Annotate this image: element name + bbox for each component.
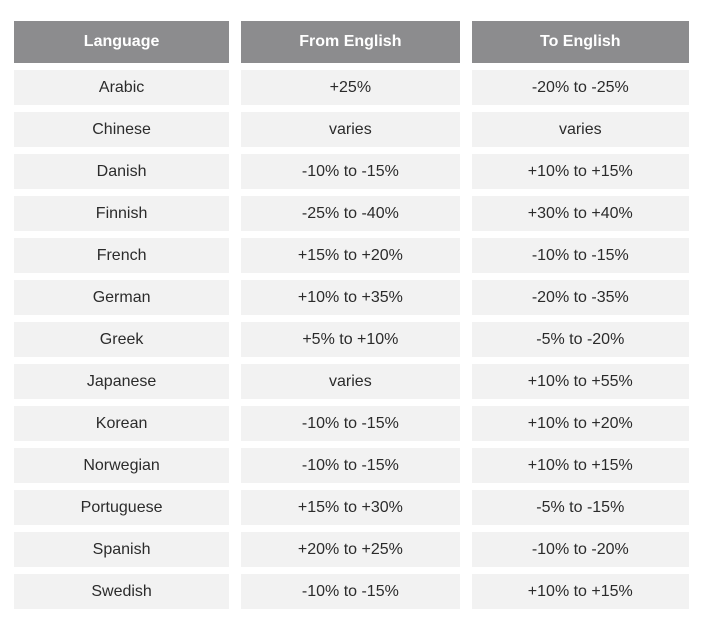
table-row: German +10% to +35% -20% to -35% — [14, 280, 689, 315]
table-row: Danish -10% to -15% +10% to +15% — [14, 154, 689, 189]
cell-language: Greek — [14, 322, 230, 357]
cell-from-english: -10% to -15% — [241, 448, 460, 483]
table-body: Arabic +25% -20% to -25% Chinese varies varie… — [14, 70, 689, 609]
table-row: Chinese varies varies — [14, 112, 689, 147]
cell-language: Arabic — [14, 70, 230, 105]
language-expansion-table: Language From English To English Arabic +… — [2, 14, 701, 616]
cell-to-english: -5% to -15% — [471, 490, 689, 525]
cell-from-english: +5% to +10% — [241, 322, 460, 357]
cell-to-english: +30% to +40% — [471, 196, 689, 231]
cell-language: Japanese — [14, 364, 230, 399]
cell-from-english: varies — [241, 364, 460, 399]
table-row: Arabic +25% -20% to -25% — [14, 70, 689, 105]
cell-to-english: -20% to -25% — [471, 70, 689, 105]
cell-to-english: +10% to +55% — [471, 364, 689, 399]
header-language: Language — [14, 21, 230, 63]
table-row: Japanese varies +10% to +55% — [14, 364, 689, 399]
cell-language: Swedish — [14, 574, 230, 609]
table-row: Finnish -25% to -40% +30% to +40% — [14, 196, 689, 231]
table-header: Language From English To English — [14, 21, 689, 63]
cell-from-english: varies — [241, 112, 460, 147]
header-row: Language From English To English — [14, 21, 689, 63]
header-to-english: To English — [471, 21, 689, 63]
cell-language: Chinese — [14, 112, 230, 147]
cell-language: Portuguese — [14, 490, 230, 525]
cell-from-english: +20% to +25% — [241, 532, 460, 567]
cell-language: Danish — [14, 154, 230, 189]
cell-language: Finnish — [14, 196, 230, 231]
cell-from-english: +15% to +20% — [241, 238, 460, 273]
table-row: Korean -10% to -15% +10% to +20% — [14, 406, 689, 441]
cell-from-english: -10% to -15% — [241, 406, 460, 441]
cell-language: Norwegian — [14, 448, 230, 483]
cell-language: French — [14, 238, 230, 273]
cell-to-english: -5% to -20% — [471, 322, 689, 357]
cell-to-english: +10% to +15% — [471, 574, 689, 609]
cell-to-english: -20% to -35% — [471, 280, 689, 315]
cell-to-english: +10% to +20% — [471, 406, 689, 441]
cell-to-english: +10% to +15% — [471, 448, 689, 483]
table-row: Norwegian -10% to -15% +10% to +15% — [14, 448, 689, 483]
cell-language: Spanish — [14, 532, 230, 567]
cell-from-english: +15% to +30% — [241, 490, 460, 525]
cell-to-english: varies — [471, 112, 689, 147]
cell-from-english: -25% to -40% — [241, 196, 460, 231]
header-from-english: From English — [241, 21, 460, 63]
table-row: French +15% to +20% -10% to -15% — [14, 238, 689, 273]
cell-language: Korean — [14, 406, 230, 441]
table-row: Greek +5% to +10% -5% to -20% — [14, 322, 689, 357]
table-row: Spanish +20% to +25% -10% to -20% — [14, 532, 689, 567]
cell-from-english: -10% to -15% — [241, 574, 460, 609]
table-row: Swedish -10% to -15% +10% to +15% — [14, 574, 689, 609]
cell-from-english: +25% — [241, 70, 460, 105]
cell-language: German — [14, 280, 230, 315]
cell-to-english: -10% to -20% — [471, 532, 689, 567]
cell-to-english: +10% to +15% — [471, 154, 689, 189]
cell-to-english: -10% to -15% — [471, 238, 689, 273]
table-row: Portuguese +15% to +30% -5% to -15% — [14, 490, 689, 525]
cell-from-english: +10% to +35% — [241, 280, 460, 315]
cell-from-english: -10% to -15% — [241, 154, 460, 189]
